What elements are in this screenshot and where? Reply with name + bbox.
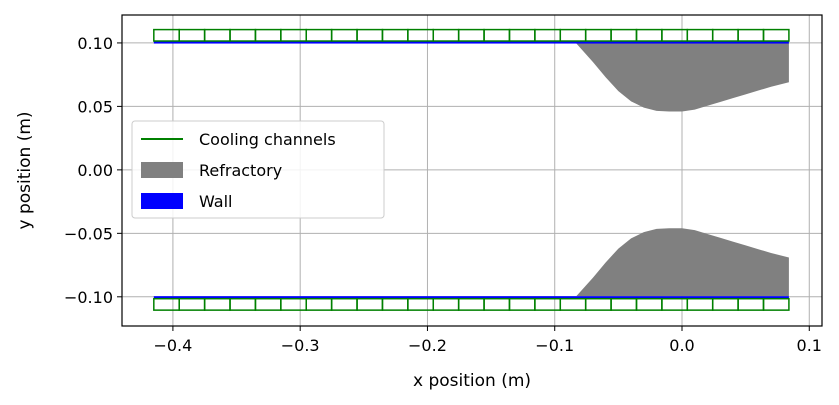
legend-label: Refractory — [199, 161, 282, 180]
y-tick-label: 0.05 — [77, 97, 113, 116]
x-axis: −0.4 −0.3 −0.2 −0.1 0.0 0.1 — [153, 326, 822, 355]
cooling-channel-top — [254, 28, 282, 42]
refractory-top — [576, 43, 789, 112]
cooling-channel-bottom — [584, 297, 612, 311]
y-axis-label: y position (m) — [15, 111, 35, 229]
cooling-channel-bottom — [686, 297, 714, 311]
cooling-channel-bottom — [711, 297, 739, 311]
legend-swatch-patch — [141, 162, 183, 178]
cooling-channel-top — [229, 28, 257, 42]
x-tick-label: −0.3 — [281, 336, 320, 355]
cooling-channel-top — [559, 28, 587, 42]
wall-bottom — [153, 296, 789, 299]
cooling-channel-bottom — [229, 297, 257, 311]
cooling-channel-top — [686, 28, 714, 42]
cooling-channel-top — [610, 28, 638, 42]
y-tick-label: −0.10 — [64, 288, 113, 307]
refractory-bottom — [576, 228, 789, 297]
y-tick-label: 0.10 — [77, 34, 113, 53]
x-tick-label: −0.2 — [408, 336, 447, 355]
y-tick-label: −0.05 — [64, 224, 113, 243]
cooling-channel-top — [407, 28, 435, 42]
cooling-channel-bottom — [534, 297, 562, 311]
legend-box — [131, 120, 385, 219]
x-tick-label: 0.1 — [797, 336, 822, 355]
cooling-channel-top — [534, 28, 562, 42]
cooling-channel-bottom — [508, 297, 536, 311]
chart-marks — [153, 28, 790, 311]
cooling-channel-top — [305, 28, 333, 42]
cooling-channel-top — [508, 28, 536, 42]
cooling-channel-top — [381, 28, 409, 42]
legend: Cooling channels Refractory Wall — [131, 120, 385, 219]
cooling-channel-bottom — [559, 297, 587, 311]
cooling-channel-top — [737, 28, 765, 42]
cooling-channel-top — [280, 28, 307, 42]
y-tick-label: 0.00 — [77, 161, 113, 180]
cooling-channel-top — [635, 28, 663, 42]
x-tick-label: −0.4 — [153, 336, 192, 355]
x-axis-label: x position (m) — [413, 371, 531, 391]
cooling-channel-bottom — [762, 297, 790, 311]
cooling-channel-bottom — [407, 297, 435, 311]
y-axis: 0.10 0.05 0.00 −0.05 −0.10 — [64, 34, 122, 307]
cooling-channel-bottom — [330, 297, 358, 311]
cooling-channel-bottom — [381, 297, 409, 311]
cooling-channel-top — [711, 28, 739, 42]
cooling-channel-top — [661, 28, 689, 42]
cooling-channel-top — [762, 28, 790, 42]
cooling-channel-bottom — [254, 297, 282, 311]
cooling-channel-bottom — [432, 297, 460, 311]
cooling-channel-top — [330, 28, 358, 42]
cooling-channel-top — [153, 28, 180, 42]
legend-swatch-patch — [141, 193, 183, 209]
cooling-channel-top — [457, 28, 485, 42]
cooling-channel-top — [432, 28, 460, 42]
cooling-channel-top — [178, 28, 206, 42]
legend-label: Wall — [199, 192, 233, 211]
cooling-channel-bottom — [153, 297, 180, 311]
cooling-channel-bottom — [305, 297, 333, 311]
cooling-channel-bottom — [356, 297, 384, 311]
cooling-channel-bottom — [483, 297, 511, 311]
cooling-channel-bottom — [203, 297, 231, 311]
legend-label: Cooling channels — [199, 130, 336, 149]
cooling-channel-top — [584, 28, 612, 42]
cooling-channel-bottom — [737, 297, 765, 311]
cooling-channel-bottom — [661, 297, 689, 311]
x-tick-label: 0.0 — [669, 336, 694, 355]
cooling-channel-bottom — [457, 297, 485, 311]
cooling-channel-top — [483, 28, 511, 42]
cooling-channel-top — [203, 28, 231, 42]
cooling-channel-bottom — [178, 297, 206, 311]
plot-frame — [121, 14, 823, 327]
cooling-channel-bottom — [280, 297, 307, 311]
cooling-channel-bottom — [635, 297, 663, 311]
cooling-channel-bottom — [610, 297, 638, 311]
wall-top — [153, 41, 789, 44]
x-tick-label: −0.1 — [535, 336, 574, 355]
cooling-channel-top — [356, 28, 384, 42]
